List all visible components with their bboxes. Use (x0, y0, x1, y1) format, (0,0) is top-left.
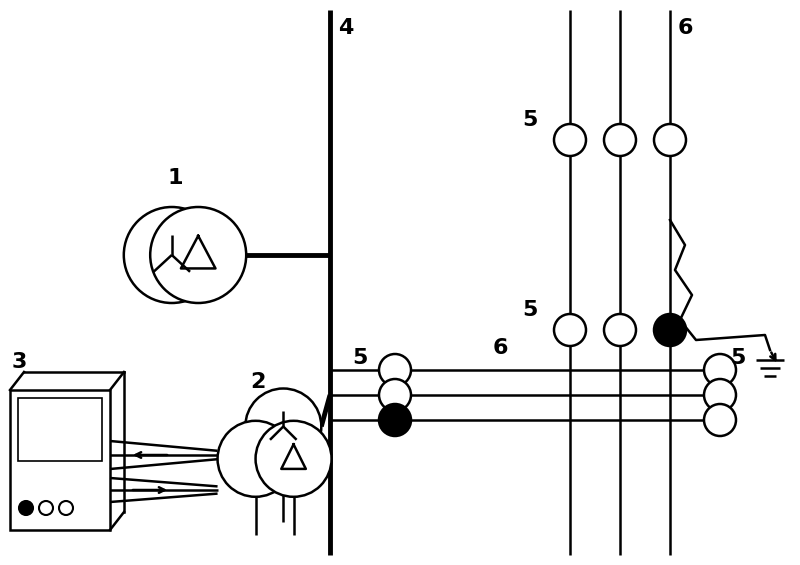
Circle shape (704, 404, 736, 436)
Bar (18, 398, 102, 461)
Circle shape (379, 354, 411, 386)
Text: 1: 1 (167, 168, 182, 188)
Circle shape (255, 421, 331, 497)
Text: 4: 4 (338, 18, 354, 38)
Circle shape (604, 314, 636, 346)
Circle shape (554, 314, 586, 346)
Circle shape (19, 501, 33, 515)
Circle shape (59, 501, 73, 515)
Circle shape (124, 207, 220, 303)
Text: 2: 2 (250, 372, 266, 392)
Circle shape (218, 421, 294, 497)
Circle shape (704, 379, 736, 411)
Text: 5: 5 (522, 110, 538, 130)
Circle shape (554, 124, 586, 156)
Circle shape (379, 379, 411, 411)
Circle shape (654, 314, 686, 346)
Text: 3: 3 (12, 352, 27, 372)
Circle shape (654, 124, 686, 156)
Circle shape (379, 404, 411, 436)
Text: 5: 5 (352, 348, 368, 368)
Circle shape (150, 207, 246, 303)
Circle shape (604, 124, 636, 156)
Text: 5: 5 (730, 348, 746, 368)
Text: 6: 6 (678, 18, 694, 38)
Circle shape (39, 501, 53, 515)
Bar (10, 390, 110, 530)
Text: 5: 5 (522, 300, 538, 320)
Text: 6: 6 (492, 338, 508, 358)
Circle shape (704, 354, 736, 386)
Circle shape (246, 389, 322, 464)
